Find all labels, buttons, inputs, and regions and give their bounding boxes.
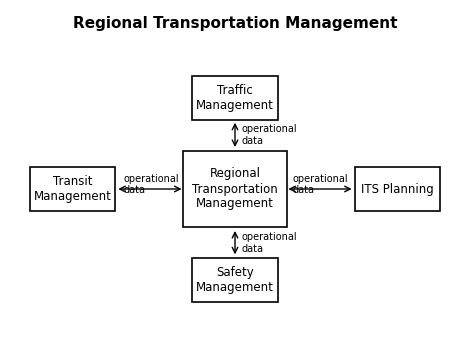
Text: operational
data: operational data (123, 174, 179, 195)
Text: operational
data: operational data (242, 232, 298, 254)
Text: operational
data: operational data (242, 124, 298, 146)
Text: ITS Planning: ITS Planning (361, 182, 434, 196)
FancyBboxPatch shape (30, 167, 116, 211)
Text: Regional Transportation Management: Regional Transportation Management (73, 16, 397, 31)
Text: Traffic
Management: Traffic Management (196, 84, 274, 112)
Text: Regional
Transportation
Management: Regional Transportation Management (192, 168, 278, 210)
Text: Transit
Management: Transit Management (34, 175, 111, 203)
FancyBboxPatch shape (192, 76, 278, 120)
FancyBboxPatch shape (354, 167, 440, 211)
FancyBboxPatch shape (192, 258, 278, 302)
FancyBboxPatch shape (183, 151, 287, 227)
Text: operational
data: operational data (293, 174, 348, 195)
Text: Safety
Management: Safety Management (196, 266, 274, 294)
